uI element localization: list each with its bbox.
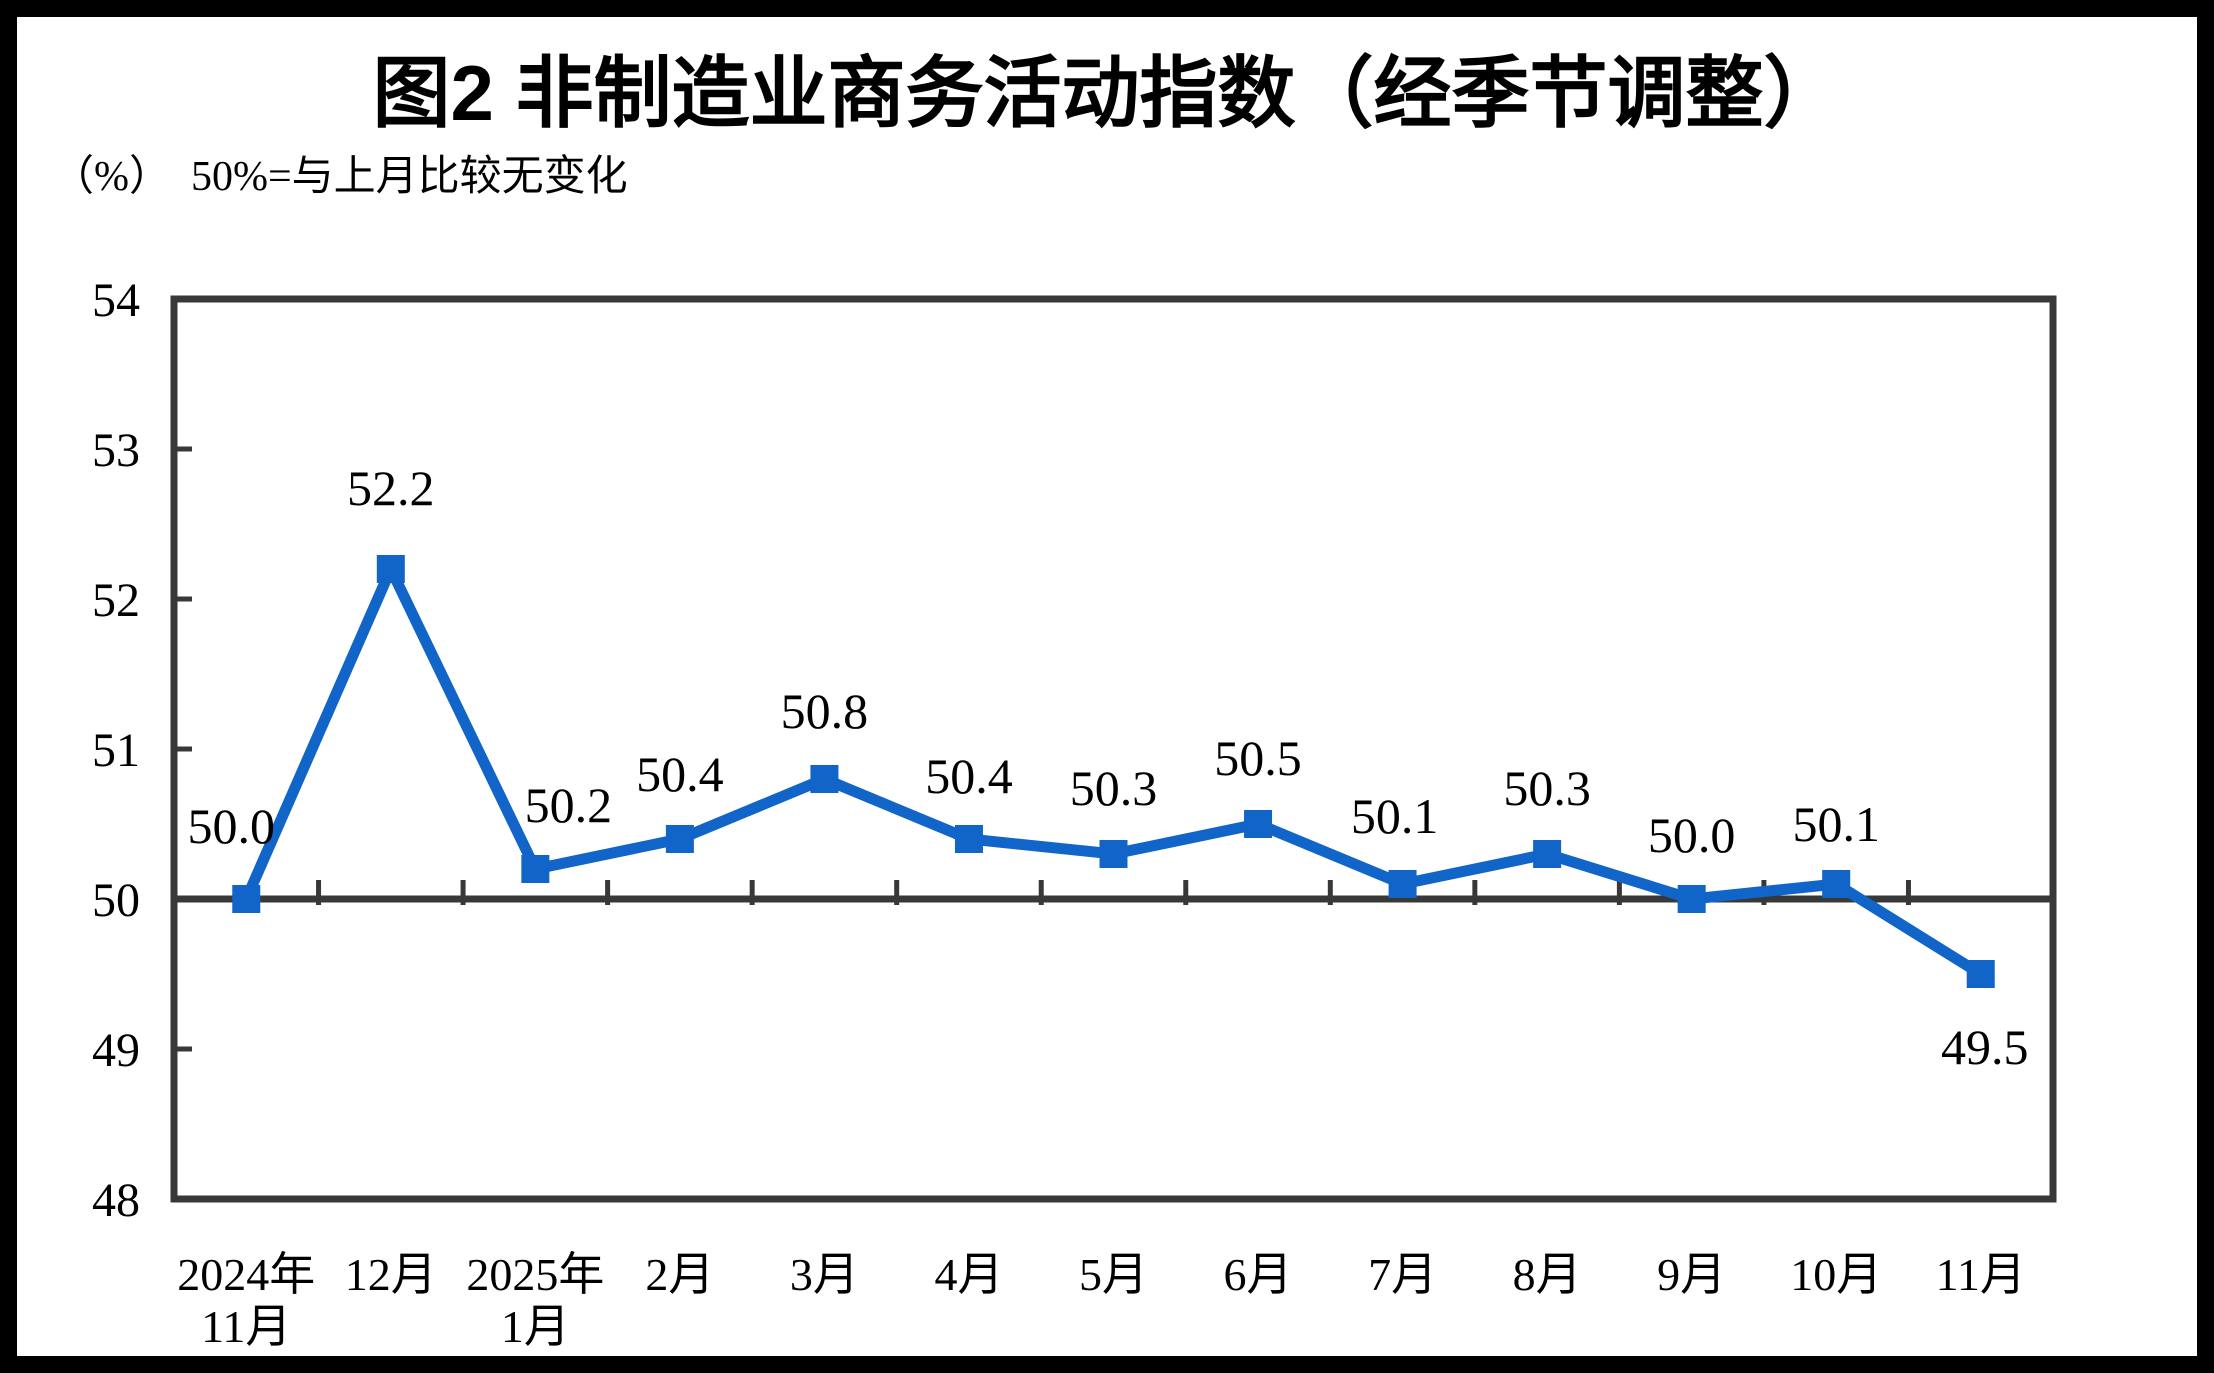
plot-border xyxy=(170,295,2057,1203)
x-axis-label: 6月 xyxy=(1224,1249,1293,1300)
x-axis-label: 10月 xyxy=(1790,1249,1882,1300)
data-label: 50.8 xyxy=(781,683,869,739)
data-point-marker xyxy=(1677,885,1706,913)
x-axis-label: 2024年 xyxy=(177,1249,315,1300)
data-label: 50.1 xyxy=(1351,788,1439,844)
y-tick-label: 53 xyxy=(92,424,140,477)
data-label: 49.5 xyxy=(1941,1019,2029,1075)
reference-note: 50%=与上月比较无变化 xyxy=(191,154,628,200)
data-point-marker xyxy=(521,855,550,883)
data-label: 50.3 xyxy=(1503,760,1591,816)
data-point-marker xyxy=(232,885,261,913)
y-tick-label: 54 xyxy=(92,274,140,327)
data-point-marker xyxy=(1388,870,1417,898)
y-tick-label: 49 xyxy=(92,1024,140,1077)
data-label: 50.1 xyxy=(1792,796,1880,852)
x-axis-label: 5月 xyxy=(1079,1249,1148,1300)
data-label: 50.2 xyxy=(525,777,613,833)
chart-title: 图2 非制造业商务活动指数（经季节调整） xyxy=(372,49,1842,137)
data-point-marker xyxy=(1966,960,1995,988)
data-label: 50.4 xyxy=(636,746,724,802)
x-axis-label: 11月 xyxy=(201,1301,291,1352)
x-axis-label: 4月 xyxy=(934,1249,1003,1300)
data-label: 50.5 xyxy=(1214,730,1302,786)
x-axis-label: 7月 xyxy=(1368,1249,1437,1300)
x-axis-label: 8月 xyxy=(1513,1249,1582,1300)
data-point-marker xyxy=(1822,870,1851,898)
data-label: 50.0 xyxy=(188,798,276,854)
x-axis-label: 12月 xyxy=(345,1249,437,1300)
y-axis-unit: （%） xyxy=(52,154,171,200)
data-label: 50.0 xyxy=(1648,807,1736,863)
data-point-marker xyxy=(1244,810,1273,838)
y-tick-label: 51 xyxy=(92,724,140,777)
data-point-marker xyxy=(1099,840,1128,868)
data-point-marker xyxy=(665,825,694,853)
data-label: 50.3 xyxy=(1070,760,1158,816)
x-axis-label: 3月 xyxy=(790,1249,859,1300)
data-point-marker xyxy=(1533,840,1562,868)
x-axis-label: 2025年 xyxy=(466,1249,604,1300)
data-point-marker xyxy=(954,825,983,853)
x-axis-label: 9月 xyxy=(1657,1249,1726,1300)
axis-unit-label: （%） 50%=与上月比较无变化 xyxy=(52,142,628,203)
data-point-marker xyxy=(810,765,839,793)
data-label: 52.2 xyxy=(347,460,435,516)
x-axis-label: 1月 xyxy=(501,1301,570,1352)
x-axis-label: 11月 xyxy=(1936,1249,2026,1300)
data-label: 50.4 xyxy=(925,748,1013,804)
y-tick-label: 50 xyxy=(92,874,140,927)
data-point-marker xyxy=(376,555,405,583)
x-axis-label: 2月 xyxy=(645,1249,714,1300)
y-tick-label: 48 xyxy=(92,1174,140,1227)
y-tick-label: 52 xyxy=(92,574,140,627)
